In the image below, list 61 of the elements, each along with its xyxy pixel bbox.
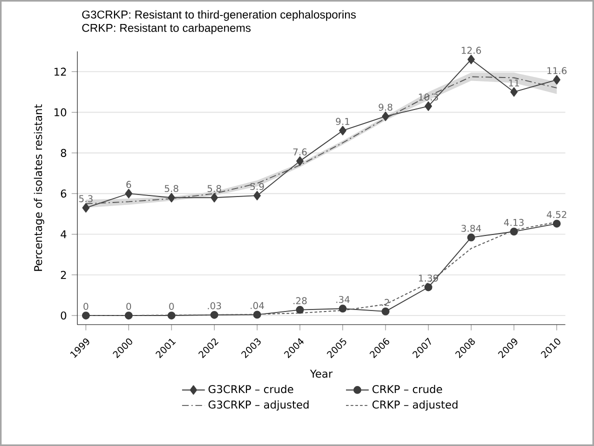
point <box>424 101 432 111</box>
point <box>125 188 132 198</box>
point <box>467 234 476 242</box>
y-tick-label: 4 <box>60 230 66 238</box>
data-label: 6 <box>126 180 132 188</box>
data-label: .2 <box>382 298 390 306</box>
data-label: 0 <box>169 302 174 310</box>
point <box>339 126 346 136</box>
data-label: 5.8 <box>208 184 222 192</box>
point <box>82 312 90 320</box>
data-label: 0 <box>126 302 132 310</box>
point <box>253 310 262 319</box>
point <box>296 156 304 166</box>
text: G3CRKP: Resistant to third-generation cephalosporins <box>82 10 356 21</box>
point <box>338 304 347 313</box>
legend-label: CRKP – adjusted <box>372 400 458 411</box>
legend-label: CRKP – crude <box>372 384 442 394</box>
x-axis-title: Year <box>310 370 333 378</box>
point <box>168 312 176 320</box>
data-label: 4.13 <box>504 218 524 226</box>
point <box>424 283 432 292</box>
y-tick-label: 0 <box>60 311 66 320</box>
data-label: 4.52 <box>546 211 566 218</box>
y-tick-label: 2 <box>60 270 66 279</box>
data-label: 12.6 <box>462 46 481 54</box>
data-label: 5.9 <box>250 182 264 190</box>
point <box>553 75 560 85</box>
y-tick-label: 12 <box>54 68 66 76</box>
point <box>382 112 390 122</box>
point <box>510 228 518 236</box>
data-label: 5.8 <box>164 184 178 192</box>
point <box>124 312 133 320</box>
point <box>467 54 475 64</box>
data-label: .28 <box>294 297 307 304</box>
point <box>210 310 218 319</box>
legend-label: G3CRKP – crude <box>208 384 294 394</box>
y-tick-label: 10 <box>54 108 66 116</box>
point <box>552 220 561 228</box>
data-label: 9.1 <box>336 118 350 125</box>
y-tick-label: 6 <box>60 190 66 198</box>
point <box>168 192 176 202</box>
data-label: 7.6 <box>293 148 307 156</box>
data-label: 5.3 <box>79 195 93 202</box>
point <box>210 192 218 202</box>
point <box>382 308 390 316</box>
legend-label: G3CRKP – adjusted <box>208 400 309 411</box>
text: CRKP: Resistant to carbapenems <box>82 24 251 34</box>
point <box>82 203 90 213</box>
y-axis-title: Percentage of isolates resistant <box>34 104 44 271</box>
data-label: .04 <box>250 302 264 310</box>
point <box>510 87 518 97</box>
data-label: .34 <box>336 296 350 303</box>
y-tick-label: 8 <box>60 148 66 157</box>
data-label: 11 <box>509 80 520 86</box>
data-label: 9.8 <box>378 104 392 111</box>
data-label: 3.84 <box>461 224 482 232</box>
data-label: 11.6 <box>547 67 567 74</box>
data-label: 0 <box>84 302 88 310</box>
point <box>253 190 261 200</box>
data-label: .03 <box>208 302 221 310</box>
point <box>296 306 304 314</box>
